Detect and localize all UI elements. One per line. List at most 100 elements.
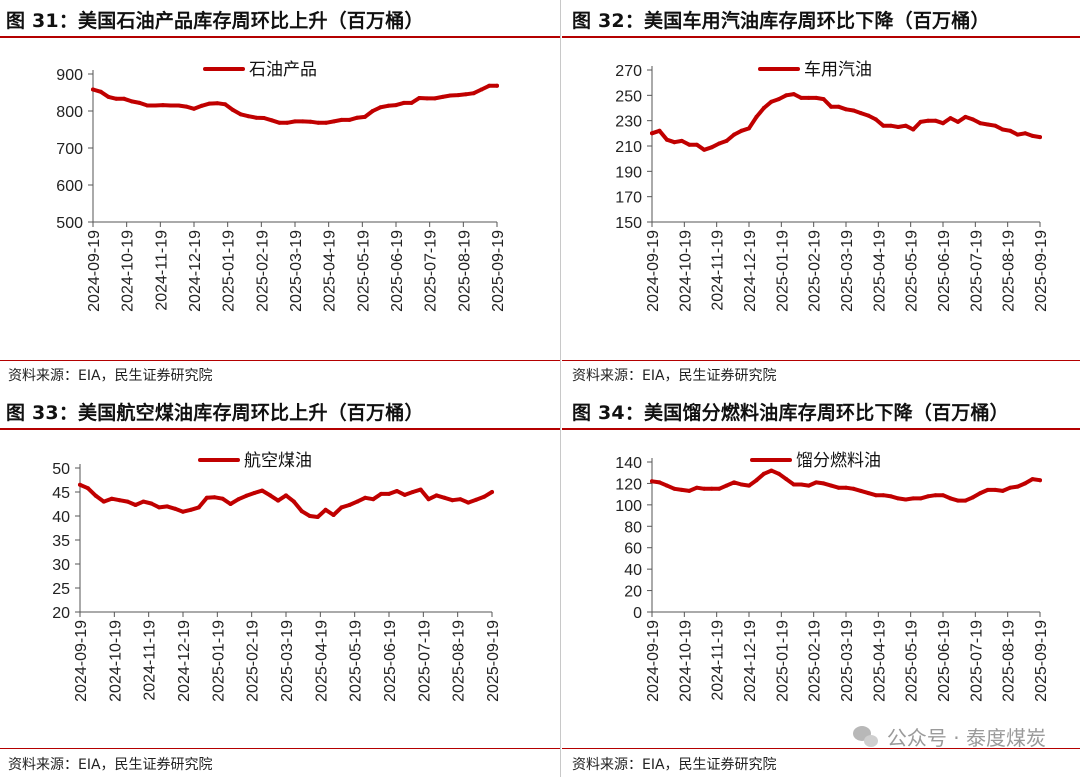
data-point xyxy=(866,491,871,496)
data-point xyxy=(378,105,383,110)
data-point xyxy=(355,499,360,504)
data-point xyxy=(985,487,990,492)
panel-title: 图 34：美国馏分燃料油库存周环比下降（百万桶） xyxy=(572,402,1009,424)
y-tick-label: 700 xyxy=(56,141,83,158)
data-point xyxy=(254,115,259,120)
x-tick-label: 2025-07-19 xyxy=(416,620,433,702)
data-point xyxy=(732,132,737,137)
data-point xyxy=(941,121,945,126)
data-point xyxy=(933,118,938,123)
data-point xyxy=(993,123,998,128)
data-point xyxy=(315,515,320,519)
source-note: 资料来源：EIA，民生证券研究院 xyxy=(8,757,213,773)
title-divider xyxy=(562,36,1080,38)
data-point xyxy=(933,493,938,498)
data-point xyxy=(948,116,953,121)
data-point xyxy=(926,494,931,499)
data-point xyxy=(724,138,729,143)
data-point xyxy=(387,491,391,496)
data-point xyxy=(418,487,423,492)
x-tick-label: 2025-05-19 xyxy=(904,620,921,702)
x-tick-label: 2025-09-19 xyxy=(490,230,507,312)
source-note: 资料来源：EIA，民生证券研究院 xyxy=(8,368,213,384)
data-point xyxy=(724,483,729,488)
data-point xyxy=(362,114,367,119)
data-point xyxy=(324,120,329,125)
x-tick-label: 2025-01-19 xyxy=(210,620,227,702)
y-tick-label: 20 xyxy=(52,605,70,622)
data-point xyxy=(114,96,119,101)
legend-label: 车用汽油 xyxy=(804,60,872,80)
x-tick-label: 2024-09-19 xyxy=(645,230,662,312)
x-tick-label: 2025-08-19 xyxy=(1001,230,1018,312)
data-point xyxy=(709,486,714,491)
x-tick-label: 2025-08-19 xyxy=(451,620,468,702)
data-point xyxy=(223,102,228,107)
data-point xyxy=(78,482,82,487)
line-chart-petroleum-products: 500 600 700 800 900 2024-09-19 2024-10-19 2024-… xyxy=(56,60,507,312)
line-chart-motor-gasoline: 150 170 190 210 230 250 270 2024-09-19 2024-10-1… xyxy=(615,60,1050,312)
data-point xyxy=(769,468,774,473)
data-point xyxy=(754,478,759,483)
x-tick-label: 2025-09-19 xyxy=(1033,620,1050,702)
data-point xyxy=(474,497,479,502)
data-point xyxy=(829,104,834,109)
data-point xyxy=(402,492,407,497)
data-point xyxy=(911,127,916,132)
data-point xyxy=(963,498,968,503)
data-point xyxy=(165,504,170,509)
data-point xyxy=(188,507,193,512)
title-divider xyxy=(562,428,1080,430)
x-tick-label: 2025-05-19 xyxy=(355,230,372,312)
y-tick-label: 140 xyxy=(615,455,642,472)
x-tick-label: 2025-01-19 xyxy=(221,230,238,312)
data-point xyxy=(450,498,455,503)
data-point xyxy=(829,483,834,488)
y-tick-label: 210 xyxy=(615,139,642,156)
data-point xyxy=(85,486,90,491)
panel-title: 图 33：美国航空煤油库存周环比上升（百万桶） xyxy=(6,402,424,424)
data-point xyxy=(963,114,968,119)
data-point xyxy=(157,505,162,510)
x-tick-label: 2024-12-19 xyxy=(187,230,204,312)
x-tick-label: 2024-10-19 xyxy=(677,620,694,702)
data-point xyxy=(694,485,699,490)
x-tick-label: 2025-02-19 xyxy=(807,620,824,702)
wechat-icon xyxy=(852,725,879,748)
data-point xyxy=(277,120,282,125)
x-tick-label: 2024-11-19 xyxy=(142,620,159,701)
data-point xyxy=(694,142,699,147)
data-point xyxy=(873,493,878,498)
data-point xyxy=(300,119,305,124)
data-point xyxy=(173,506,178,511)
x-tick-label: 2025-07-19 xyxy=(968,230,985,312)
data-point xyxy=(836,485,841,490)
data-point xyxy=(941,493,945,498)
x-tick-label: 2025-09-19 xyxy=(1033,230,1050,312)
data-point xyxy=(739,482,744,487)
data-point xyxy=(702,486,707,491)
panel-32: 图 32：美国车用汽油库存周环比下降（百万桶） 资料来源：EIA，民生证券研究院 xyxy=(562,0,1080,388)
data-point xyxy=(479,87,484,92)
x-tick-label: 2024-11-19 xyxy=(153,230,170,311)
data-point xyxy=(664,483,669,488)
y-tick-label: 45 xyxy=(52,485,70,502)
data-point xyxy=(702,147,707,152)
data-point xyxy=(425,96,430,101)
data-point xyxy=(687,142,692,147)
data-point xyxy=(1000,127,1005,132)
column-divider xyxy=(560,0,561,777)
line-chart-jet-fuel: 20 25 30 35 40 45 50 2024-09-19 2024-10-19 2024-1… xyxy=(52,451,502,702)
data-point xyxy=(903,497,908,502)
data-point xyxy=(1023,131,1028,136)
y-tick-label: 35 xyxy=(52,533,70,550)
data-point xyxy=(204,495,209,500)
series-line xyxy=(650,468,1042,503)
y-tick-label: 25 xyxy=(52,581,70,598)
data-point xyxy=(215,101,220,106)
data-point xyxy=(970,117,975,122)
data-point xyxy=(948,496,953,501)
x-tick-label: 2025-04-19 xyxy=(322,230,339,312)
data-point xyxy=(717,486,722,491)
data-point xyxy=(145,103,150,108)
